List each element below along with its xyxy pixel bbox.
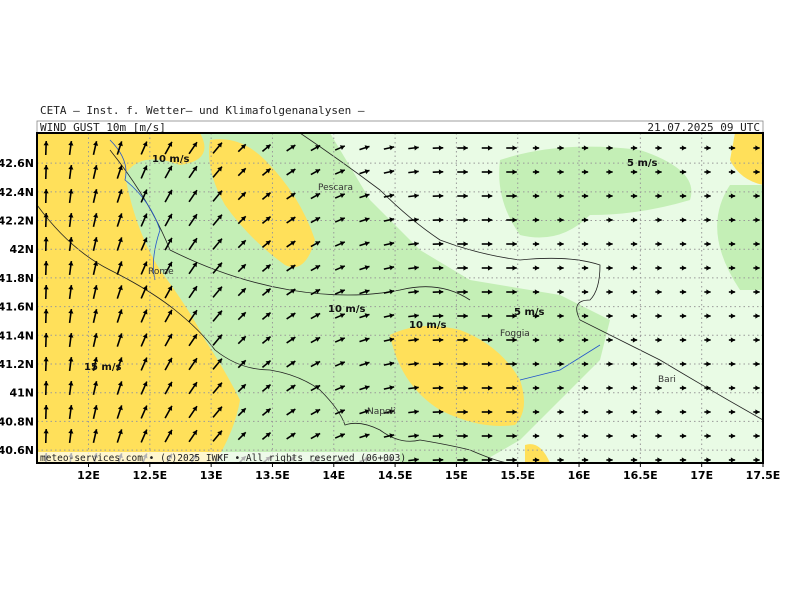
x-tick-label: 14E bbox=[322, 469, 345, 482]
contour-label: 10 m/s bbox=[152, 154, 189, 165]
y-tick-label: 42.4N bbox=[0, 186, 34, 199]
y-tick-label: 42.2N bbox=[0, 215, 34, 228]
y-tick-label: 41N bbox=[9, 387, 34, 400]
place-label: Napoli bbox=[367, 407, 395, 417]
y-tick-label: 41.8N bbox=[0, 272, 34, 285]
x-tick-label: 13.5E bbox=[255, 469, 290, 482]
x-tick-label: 15.5E bbox=[500, 469, 535, 482]
contour-label: 10 m/s bbox=[328, 304, 365, 315]
contour-label: 5 m/s bbox=[514, 307, 545, 318]
y-tick-label: 42N bbox=[9, 243, 34, 256]
y-tick-label: 40.8N bbox=[0, 415, 34, 428]
x-tick-label: 17.5E bbox=[746, 469, 781, 482]
place-label: Bari bbox=[658, 375, 676, 385]
header-institute: CETA – Inst. f. Wetter– und Klimafolgena… bbox=[40, 104, 365, 117]
x-tick-label: 13E bbox=[200, 469, 223, 482]
contour-label: 5 m/s bbox=[627, 158, 658, 169]
y-tick-label: 40.6N bbox=[0, 444, 34, 457]
x-tick-label: 12E bbox=[77, 469, 100, 482]
x-tick-label: 17E bbox=[690, 469, 713, 482]
y-tick-label: 42.6N bbox=[0, 157, 34, 170]
place-label: Foggia bbox=[500, 329, 530, 339]
place-label: Rome bbox=[148, 267, 174, 277]
map-area bbox=[37, 133, 763, 463]
x-tick-label: 14.5E bbox=[378, 469, 413, 482]
contour-label: 10 m/s bbox=[409, 320, 446, 331]
footer: meteo-services.com • (c)2025 IWKF • All … bbox=[40, 453, 406, 464]
x-tick-label: 16E bbox=[568, 469, 591, 482]
place-label: Pescara bbox=[318, 183, 353, 193]
y-tick-label: 41.6N bbox=[0, 301, 34, 314]
x-tick-label: 12.5E bbox=[132, 469, 167, 482]
x-tick-label: 15E bbox=[445, 469, 468, 482]
x-tick-label: 16.5E bbox=[623, 469, 658, 482]
y-tick-label: 41.2N bbox=[0, 358, 34, 371]
y-tick-label: 41.4N bbox=[0, 329, 34, 342]
contour-label: 15 m/s bbox=[84, 362, 121, 373]
